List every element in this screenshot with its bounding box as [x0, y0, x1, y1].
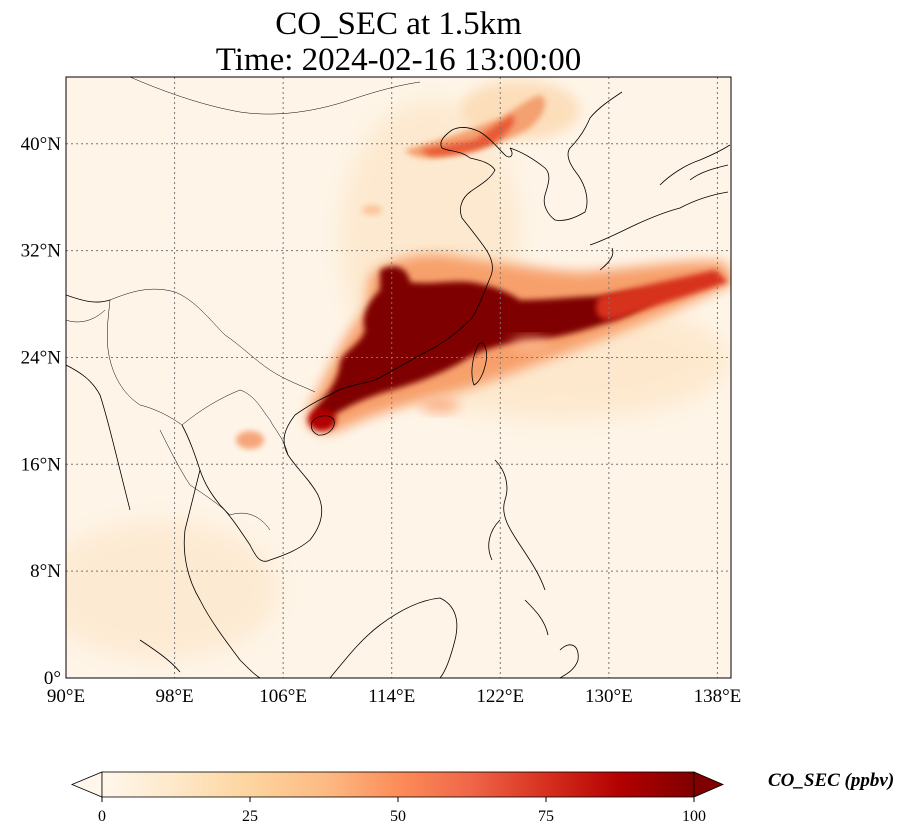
colorbar-gradient: [101, 771, 695, 798]
plume-core-red-edge: [596, 270, 728, 320]
map-title-line1: CO_SEC at 1.5km: [275, 6, 522, 42]
colorbar-tick-label: 100: [682, 808, 706, 825]
lon-tick-label: 90°E: [47, 686, 85, 707]
lon-tick-label: 130°E: [585, 686, 633, 707]
coast-malay: [183, 469, 261, 678]
colorbar-tick-label: 75: [538, 808, 554, 825]
border-laos: [181, 389, 289, 456]
colorbar-ticks: 0 25 50 75 100: [98, 797, 706, 825]
co-concentration-field: [66, 80, 731, 660]
border-myanmar: [107, 299, 183, 426]
plume-yellow-sea-spot: [362, 205, 382, 215]
plume-laos: [236, 431, 264, 449]
coastlines: [66, 91, 731, 678]
lon-tick-label: 98°E: [155, 686, 193, 707]
coast-japan: [589, 144, 731, 271]
border-china-south: [109, 288, 316, 393]
country-borders: [66, 77, 421, 531]
colorbar-extend-max: [693, 771, 725, 798]
longitude-labels: 90°E 98°E 106°E 114°E 122°E 130°E 138°E: [47, 686, 741, 707]
coast-indochina: [181, 394, 331, 562]
colorbar-extend-min: [70, 771, 103, 798]
lat-tick-label: 32°N: [21, 241, 62, 262]
haze-south-china-sea: [66, 520, 280, 660]
map-title-line2: Time: 2024-02-16 13:00:00: [215, 42, 582, 78]
plume-northeast-core: [420, 115, 515, 156]
plume-core-dark-red: [313, 266, 665, 423]
lat-tick-label: 16°N: [21, 454, 62, 475]
border-india: [66, 309, 106, 323]
coast-taiwan: [471, 342, 487, 386]
lon-tick-label: 138°E: [694, 686, 742, 707]
lat-tick-label: 0°: [44, 668, 61, 689]
lon-tick-label: 106°E: [259, 686, 307, 707]
coast-philippines: [488, 459, 549, 636]
border-china-mongolia: [129, 77, 421, 115]
lat-tick-label: 40°N: [21, 134, 62, 155]
lon-tick-label: 122°E: [476, 686, 524, 707]
colorbar-tick-label: 50: [390, 808, 406, 825]
coast-korea: [509, 91, 623, 221]
coast-sulawesi: [559, 644, 579, 678]
plume-hainan: [308, 409, 336, 431]
coast-hainan: [310, 415, 335, 436]
coast-sumatra: [139, 639, 181, 673]
gridlines: [66, 77, 731, 678]
border-cambodia: [229, 512, 271, 531]
colorbar-label: CO_SEC (ppbv): [768, 770, 895, 791]
plume-northeast-china: [405, 95, 546, 158]
plume-west-pacific: [510, 337, 550, 353]
lon-tick-label: 114°E: [368, 686, 415, 707]
coast-china-east: [329, 126, 513, 396]
lat-tick-label: 24°N: [21, 347, 62, 368]
colorbar: 0 25 50 75 100: [70, 771, 725, 825]
map-frame: [65, 76, 732, 679]
plume-offshore-taiwan: [420, 397, 460, 413]
colorbar-tick-label: 0: [98, 808, 106, 825]
lat-tick-label: 8°N: [30, 561, 61, 582]
coast-borneo: [329, 597, 458, 678]
colorbar-tick-label: 25: [242, 808, 258, 825]
coast-myanmar: [66, 294, 131, 511]
latitude-labels: 0° 8°N 16°N 24°N 32°N 40°N: [21, 134, 62, 689]
border-thailand: [159, 429, 231, 516]
